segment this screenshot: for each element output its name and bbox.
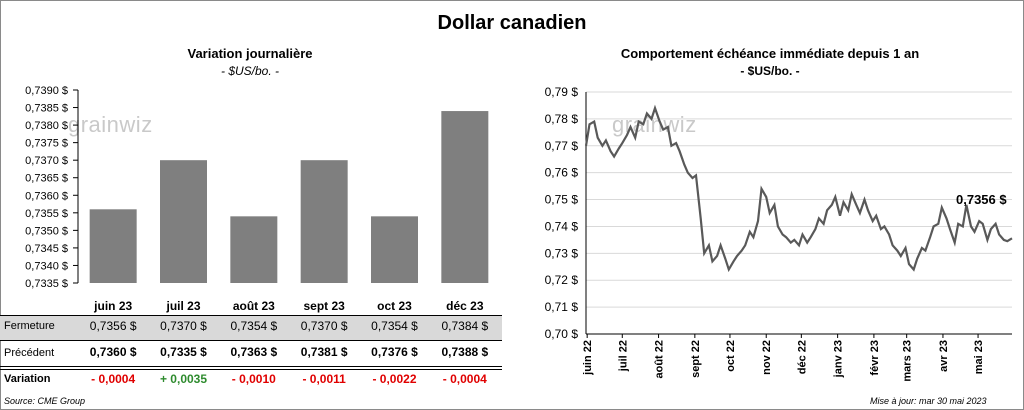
left-chart-title: Variation journalière [187,46,313,61]
line-x-tick-label: févr 23 [869,340,881,375]
table-cell: 0,7376 $ [371,345,418,359]
table-cell: - 0,0004 [442,372,487,386]
row-label-precedent: Précédent [4,347,55,359]
table-divider [0,366,502,367]
line-x-tick-label: mai 23 [973,340,985,374]
line-y-tick-label: 0,70 $ [545,327,579,341]
bar-y-axis: 0,7335 $ 0,7340 $ 0,7345 $ 0,7350 $ 0,7355 $… [25,85,79,290]
line-x-tick-label: nov 22 [761,340,773,375]
line-x-tick-label: mars 23 [902,340,914,382]
update-note: Mise à jour: mar 30 mai 2023 [870,396,987,406]
left-chart-unit: - $US/bo. - [220,64,280,78]
bar-y-tick-label: 0,7335 $ [25,278,68,290]
table-cell: - 0,0011 [302,372,346,386]
line-y-axis: 0,70 $ 0,71 $ 0,72 $ 0,73 $ 0,74 $ 0,75 $ 0,76… [545,85,1012,341]
bar-y-tick-label: 0,7380 $ [25,120,68,132]
bar-x-tick-label: août 23 [233,299,275,313]
line-x-axis: juin 22 juil 22 août 22 sept 22 oct 22 nov 22… [582,334,985,382]
bar-y-tick-label: 0,7355 $ [25,208,68,220]
bar-y-tick-label: 0,7375 $ [25,138,68,150]
table-cell: 0,7388 $ [441,345,489,359]
line-x-tick-label: juin 22 [582,340,594,376]
line-y-tick-label: 0,72 $ [545,273,579,287]
line-x-tick-label: janv 23 [833,340,845,378]
bar-x-tick-label: sept 23 [303,299,345,313]
line-y-tick-label: 0,76 $ [545,166,579,180]
line-y-tick-label: 0,71 $ [545,300,579,314]
table-band-fermeture [0,315,502,341]
line-x-tick-label: déc 22 [796,340,808,374]
bar-x-tick-label: juin 23 [93,299,132,313]
table-cell: + 0,0035 [159,372,208,386]
bar-y-tick-label: 0,7340 $ [25,260,68,272]
right-chart-unit: - $US/bo. - [740,64,800,78]
source-note: Source: CME Group [4,396,86,406]
bar-y-tick-label: 0,7370 $ [25,155,68,167]
line-x-tick-label: oct 22 [725,340,737,372]
bar-series [89,111,489,284]
line-x-tick-label: août 22 [654,340,666,379]
bar-x-tick-label: juil 23 [165,299,200,313]
bar-chart: grainwiz 0,7335 $ 0,7340 $ 0,7345 $ 0,7350 … [25,85,489,313]
line-x-tick-label: juil 22 [617,340,629,372]
table-cell: - 0,0010 [231,372,276,386]
table-cell: 0,7363 $ [230,345,278,359]
table-cell: 0,7354 $ [371,319,418,333]
line-chart: grainwiz 0,70 $0,71 $0,72 $0,73 $0,74 $0… [545,85,1013,382]
bar-y-tick-label: 0,7365 $ [25,173,68,185]
bar-x-axis: juin 23 juil 23 août 23 sept 23 oct 23 déc 23 [93,299,484,313]
bar [160,160,207,283]
bar-y-tick-label: 0,7360 $ [25,190,68,202]
bar [371,216,418,283]
line-grid [586,91,1012,335]
table-cell: 0,7381 $ [300,345,348,359]
right-chart-title: Comportement échéance immédiate depuis 1… [620,46,920,61]
bar [300,160,348,283]
line-x-tick-label: sept 22 [690,340,702,378]
row-label-fermeture: Fermeture [4,320,55,332]
watermark: grainwiz [68,112,153,137]
table-cell: 0,7335 $ [160,345,207,359]
line-y-tick-label: 0,74 $ [545,219,579,233]
bar-x-tick-label: déc 23 [446,299,484,313]
bar [89,209,137,283]
page-title: Dollar canadien [437,12,587,34]
table-cell: 0,7370 $ [160,319,207,333]
bar-y-tick-label: 0,7345 $ [25,243,68,255]
table-cell: 0,7354 $ [230,319,278,333]
line-y-tick-label: 0,77 $ [545,139,579,153]
table-cell: - 0,0004 [91,372,136,386]
bar-y-tick-label: 0,7385 $ [25,103,68,115]
bar-y-tick-label: 0,7390 $ [25,85,68,97]
table-divider [0,369,502,370]
bar-y-tick-label: 0,7350 $ [25,225,68,237]
table-cell: 0,7384 $ [441,319,489,333]
line-y-tick-label: 0,79 $ [545,85,579,99]
line-y-tick-label: 0,78 $ [545,112,579,126]
price-series-line [584,104,1013,273]
line-y-tick-label: 0,73 $ [545,246,579,260]
last-value-label: 0,7356 $ [956,192,1007,207]
bar [441,111,489,284]
watermark: grainwiz [612,112,697,137]
bar [230,216,278,283]
line-y-tick-label: 0,75 $ [545,193,579,207]
line-x-tick-label: avr 23 [938,340,950,372]
row-label-variation: Variation [4,373,51,385]
bar-x-tick-label: oct 23 [377,299,412,313]
table-cell: - 0,0022 [372,372,417,386]
table-cell: 0,7360 $ [89,345,137,359]
table-cell: 0,7356 $ [89,319,137,333]
table-cell: 0,7370 $ [300,319,348,333]
